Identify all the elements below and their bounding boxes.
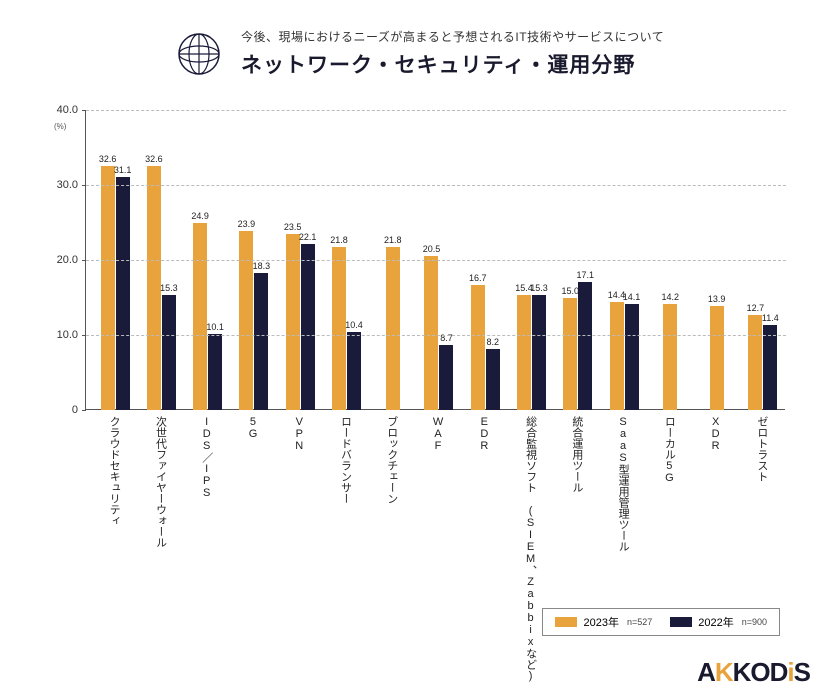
- bar: 8.7: [439, 345, 453, 410]
- bar-value-label: 17.1: [577, 270, 595, 280]
- x-label: 5G: [230, 416, 276, 682]
- bar: 15.3: [162, 295, 176, 410]
- bar-value-label: 15.3: [160, 283, 178, 293]
- bar: 15.0: [563, 298, 577, 411]
- plot-area: (%) 32.631.132.615.324.910.123.918.323.5…: [85, 110, 785, 410]
- bar-value-label: 23.5: [284, 222, 302, 232]
- bar: 14.1: [625, 304, 639, 410]
- bar-value-label: 16.7: [469, 273, 487, 283]
- bar-value-label: 20.5: [423, 244, 441, 254]
- chart-title: ネットワーク・セキュリティ・運用分野: [241, 49, 664, 79]
- bar-value-label: 13.9: [708, 294, 726, 304]
- bar: 21.8: [332, 247, 346, 411]
- globe-icon: [175, 30, 223, 78]
- gridline: [86, 260, 786, 261]
- bar: 22.1: [301, 244, 315, 410]
- x-label: VPN: [276, 416, 322, 682]
- bar-value-label: 24.9: [191, 211, 209, 221]
- x-label: EDR: [461, 416, 507, 682]
- bar-value-label: 10.4: [345, 320, 363, 330]
- bar-value-label: 22.1: [299, 232, 317, 242]
- bar: 15.3: [532, 295, 546, 410]
- y-tick: 10.0: [48, 329, 78, 341]
- gridline: [86, 335, 786, 336]
- bar: 17.1: [578, 282, 592, 410]
- bar-value-label: 32.6: [99, 154, 117, 164]
- bar: 21.8: [386, 247, 400, 411]
- legend-swatch: [670, 617, 692, 627]
- bar: 32.6: [101, 166, 115, 411]
- bar-value-label: 18.3: [253, 261, 271, 271]
- bar-value-label: 21.8: [330, 235, 348, 245]
- legend-item-2023: 2023年 n=527: [555, 614, 652, 630]
- bar-value-label: 15.0: [562, 286, 580, 296]
- x-label: ロードバランサー: [322, 416, 368, 682]
- bar: 16.7: [471, 285, 485, 410]
- y-tick: 0: [48, 404, 78, 416]
- legend: 2023年 n=527 2022年 n=900: [542, 608, 780, 636]
- x-label: ローカル5G: [646, 416, 692, 682]
- x-label: IDS／IPS: [184, 416, 230, 682]
- bar-value-label: 10.1: [206, 322, 224, 332]
- bar-chart: (%) 32.631.132.615.324.910.123.918.323.5…: [85, 110, 785, 440]
- y-unit: (%): [54, 122, 66, 131]
- bar-value-label: 23.9: [238, 219, 256, 229]
- bar: 10.4: [347, 332, 361, 410]
- bar-value-label: 12.7: [747, 303, 765, 313]
- bar-value-label: 32.6: [145, 154, 163, 164]
- legend-label: 2022年: [698, 614, 733, 630]
- bar: 15.4: [517, 295, 531, 411]
- x-label: ブロックチェーン: [369, 416, 415, 682]
- legend-swatch: [555, 617, 577, 627]
- bar: 31.1: [116, 177, 130, 410]
- x-label: XDR: [692, 416, 738, 682]
- legend-item-2022: 2022年 n=900: [670, 614, 767, 630]
- bar: 10.1: [208, 334, 222, 410]
- x-label: クラウドセキュリティ: [91, 416, 137, 682]
- bar: 8.2: [486, 349, 500, 411]
- x-label: 次世代ファイヤーウォール: [137, 416, 183, 682]
- bar: 14.2: [663, 304, 677, 411]
- bar: 32.6: [147, 166, 161, 411]
- legend-n: n=900: [742, 617, 767, 627]
- bar: 20.5: [424, 256, 438, 410]
- x-label: 統合運用ツール: [554, 416, 600, 682]
- bar: 12.7: [748, 315, 762, 410]
- x-label: 総合監視ソフト (SIEM、Zabbixなど): [507, 416, 553, 682]
- legend-label: 2023年: [583, 614, 618, 630]
- chart-subtitle: 今後、現場におけるニーズが高まると予想されるIT技術やサービスについて: [241, 28, 664, 45]
- akkodis-logo: AKKODiS: [697, 657, 810, 688]
- x-label: ゼロトラスト: [739, 416, 785, 682]
- bar: 23.9: [239, 231, 253, 410]
- y-tick: 40.0: [48, 104, 78, 116]
- x-label: SaaS型運用管理ツール: [600, 416, 646, 682]
- bar-value-label: 31.1: [114, 165, 132, 175]
- bar: 24.9: [193, 223, 207, 410]
- bar: 14.4: [610, 302, 624, 410]
- bar: 18.3: [254, 273, 268, 410]
- x-labels: クラウドセキュリティ次世代ファイヤーウォールIDS／IPS5GVPNロードバラン…: [85, 416, 785, 682]
- y-tick: 30.0: [48, 179, 78, 191]
- bar-value-label: 14.2: [662, 292, 680, 302]
- chart-header: 今後、現場におけるニーズが高まると予想されるIT技術やサービスについて ネットワ…: [175, 28, 664, 79]
- legend-n: n=527: [627, 617, 652, 627]
- bar-value-label: 11.4: [762, 313, 779, 323]
- bar: 11.4: [763, 325, 777, 411]
- bar: 13.9: [710, 306, 724, 410]
- bar-value-label: 15.3: [530, 283, 548, 293]
- y-tick: 20.0: [48, 254, 78, 266]
- x-label: WAF: [415, 416, 461, 682]
- bar-value-label: 8.2: [486, 337, 499, 347]
- gridline: [86, 185, 786, 186]
- bar-value-label: 14.1: [623, 292, 641, 302]
- bar-value-label: 21.8: [384, 235, 402, 245]
- gridline: [86, 110, 786, 111]
